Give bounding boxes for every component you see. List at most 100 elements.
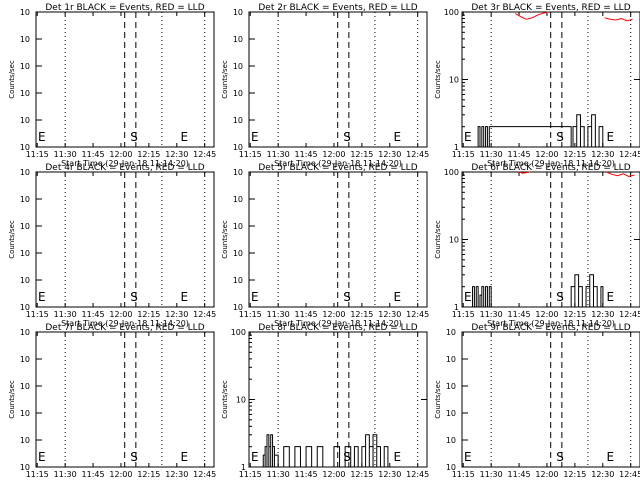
- x-tick-label: 12:15: [350, 150, 373, 159]
- event-marker-S: S: [556, 130, 564, 144]
- x-tick-label: 12:00: [322, 310, 345, 319]
- events-series: [262, 434, 394, 468]
- event-marker-E: E: [607, 130, 615, 144]
- x-tick-label: 11:15: [452, 470, 475, 479]
- x-tick-label: 11:45: [82, 470, 105, 479]
- event-marker-S: S: [343, 290, 351, 304]
- y-tick-label: 10: [233, 62, 243, 71]
- x-tick-label: 12:30: [591, 470, 614, 479]
- y-tick-label: 10: [446, 436, 456, 445]
- chart-panel-6: Det 6r BLACK = Events, RED = LLD 11:15 11:…: [434, 163, 640, 328]
- chart-panel-7: Det 7r BLACK = Events, RED = LLD 11:15 11:…: [8, 323, 216, 485]
- lld-series: [518, 171, 531, 174]
- y-axis-label: Counts/sec: [8, 60, 16, 99]
- y-tick-label: 10: [446, 382, 456, 391]
- event-marker-E: E: [181, 130, 189, 144]
- y-tick-label: 10: [236, 396, 246, 405]
- y-tick-label: 10: [446, 409, 456, 418]
- event-marker-E: E: [251, 290, 259, 304]
- y-tick-label: 10: [20, 222, 30, 231]
- x-tick-label: 11:45: [508, 470, 531, 479]
- x-tick-label: 12:00: [322, 470, 345, 479]
- x-tick-label: 12:00: [535, 150, 558, 159]
- y-tick-label: 10: [20, 328, 30, 337]
- y-axis-label: Counts/sec: [8, 380, 16, 419]
- x-tick-label: 12:30: [378, 150, 401, 159]
- y-tick-label: 10: [233, 276, 243, 285]
- x-tick-label: 12:15: [563, 310, 586, 319]
- chart-title: Det 2r BLACK = Events, RED = LLD: [258, 3, 417, 13]
- y-tick-label: 10: [20, 249, 30, 258]
- chart-title: Det 8r BLACK = Events, RED = LLD: [258, 323, 417, 333]
- x-axis-label: Start Time (29-Jan-18 11:14:20): [274, 159, 402, 168]
- chart-panel-1: Det 1r BLACK = Events, RED = LLD 11:15 11:…: [8, 3, 216, 168]
- y-axis-label: Counts/sec: [434, 220, 442, 259]
- y-tick-label: 10: [20, 195, 30, 204]
- y-tick-label: 10: [446, 328, 456, 337]
- y-tick-label: 10: [20, 303, 30, 312]
- y-tick-label: 10: [233, 249, 243, 258]
- chart-title: Det 5r BLACK = Events, RED = LLD: [258, 163, 417, 173]
- x-tick-label: 11:15: [239, 310, 262, 319]
- y-axis-label: Counts/sec: [221, 60, 229, 99]
- y-tick-label: 10: [20, 276, 30, 285]
- y-tick-label: 1: [454, 303, 459, 312]
- x-tick-label: 12:45: [193, 470, 216, 479]
- y-tick-label: 10: [233, 168, 243, 177]
- y-axis-label: Counts/sec: [221, 380, 229, 419]
- x-tick-label: 11:45: [295, 470, 318, 479]
- x-tick-label: 12:45: [406, 470, 429, 479]
- y-tick-label: 100: [231, 328, 246, 337]
- lld-series: [606, 171, 635, 177]
- x-tick-label: 12:45: [406, 310, 429, 319]
- x-tick-label: 11:30: [480, 310, 503, 319]
- chart-title: Det 3r BLACK = Events, RED = LLD: [471, 3, 630, 13]
- event-marker-S: S: [130, 290, 138, 304]
- x-tick-label: 11:45: [295, 150, 318, 159]
- x-tick-label: 11:30: [54, 470, 77, 479]
- event-marker-E: E: [38, 290, 46, 304]
- x-tick-label: 11:45: [508, 310, 531, 319]
- x-tick-label: 11:30: [480, 470, 503, 479]
- y-axis-label: Counts/sec: [434, 60, 442, 99]
- event-marker-E: E: [251, 450, 259, 464]
- x-tick-label: 11:45: [82, 310, 105, 319]
- event-marker-S: S: [556, 290, 564, 304]
- x-tick-label: 12:30: [165, 470, 188, 479]
- event-marker-E: E: [464, 450, 472, 464]
- chart-panel-9: Det 9r BLACK = Events, RED = LLD 11:15 11:…: [434, 323, 640, 485]
- x-tick-label: 12:00: [322, 150, 345, 159]
- lld-series: [604, 17, 633, 22]
- events-series: [476, 114, 605, 148]
- x-tick-label: 12:30: [165, 310, 188, 319]
- chart-panel-5: Det 5r BLACK = Events, RED = LLD 11:15 11:…: [221, 163, 429, 328]
- y-tick-label: 10: [233, 195, 243, 204]
- y-tick-label: 10: [20, 355, 30, 364]
- x-tick-label: 11:15: [239, 150, 262, 159]
- y-tick-label: 10: [20, 143, 30, 152]
- y-tick-label: 10: [233, 8, 243, 17]
- event-marker-E: E: [394, 290, 402, 304]
- x-tick-label: 11:30: [480, 150, 503, 159]
- y-tick-label: 10: [446, 463, 456, 472]
- x-tick-label: 12:30: [165, 150, 188, 159]
- x-tick-label: 12:15: [563, 470, 586, 479]
- x-tick-label: 12:45: [619, 310, 640, 319]
- x-tick-label: 12:15: [137, 470, 160, 479]
- chart-panel-3: Det 3r BLACK = Events, RED = LLD 11:15 11:…: [434, 3, 640, 168]
- y-tick-label: 10: [233, 143, 243, 152]
- event-marker-E: E: [607, 450, 615, 464]
- event-marker-E: E: [38, 130, 46, 144]
- y-axis-label: Counts/sec: [221, 220, 229, 259]
- x-axis-label: Start Time (29-Jan-18 11:14:20): [61, 159, 189, 168]
- event-marker-E: E: [38, 450, 46, 464]
- x-tick-label: 12:45: [619, 150, 640, 159]
- x-tick-label: 11:15: [239, 470, 262, 479]
- chart-title: Det 6r BLACK = Events, RED = LLD: [471, 163, 630, 173]
- x-tick-label: 11:45: [82, 150, 105, 159]
- y-tick-label: 10: [20, 116, 30, 125]
- event-marker-S: S: [130, 450, 138, 464]
- x-tick-label: 11:15: [452, 150, 475, 159]
